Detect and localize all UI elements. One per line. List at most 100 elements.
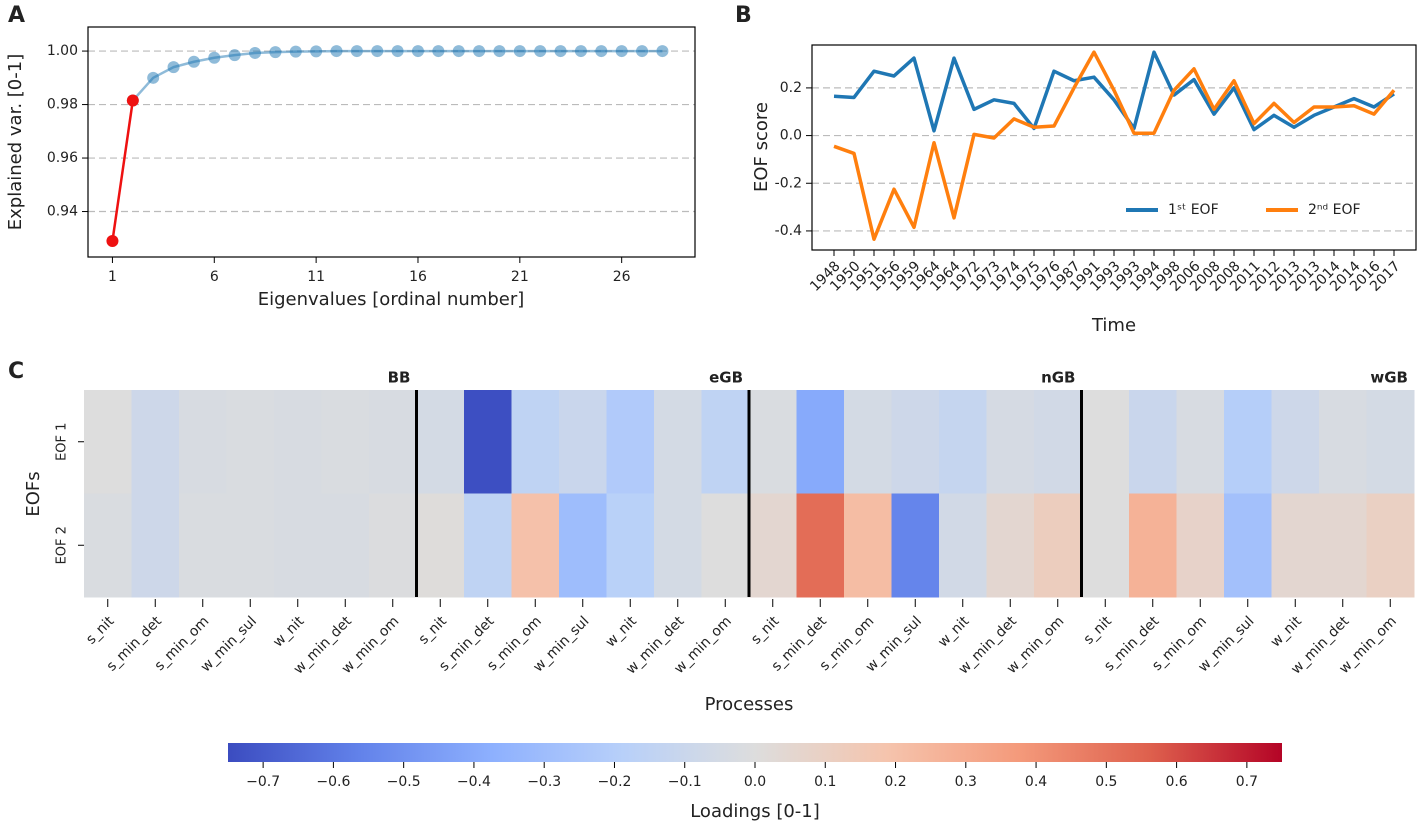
marker — [391, 45, 404, 58]
x-axis-label: Processes — [705, 694, 794, 715]
y-axis-label: EOFs — [23, 471, 44, 516]
heatmap-cell — [891, 390, 940, 494]
heatmap-cell — [1224, 493, 1272, 598]
colorbar-tick-label: −0.5 — [387, 774, 421, 790]
marker — [371, 45, 384, 58]
colorbar-tick-label: 0.2 — [884, 774, 906, 790]
x-tick-label: 16 — [409, 269, 427, 285]
heatmap-cell — [606, 493, 655, 598]
y-axis-label: Explained var. [0-1] — [5, 54, 26, 230]
marker — [411, 45, 424, 58]
series-line — [833, 50, 1396, 242]
y-tick-label: 0.0 — [780, 128, 802, 144]
x-axis-label: Eigenvalues [ordinal number] — [258, 289, 525, 310]
heatmap-cell — [986, 390, 1035, 494]
series-line — [111, 100, 135, 242]
group-label: nGB — [1041, 369, 1075, 387]
x-tick-label: s_nit — [748, 613, 783, 648]
heatmap-cell — [511, 390, 560, 494]
x-tick-label: w_nit — [935, 613, 973, 651]
heatmap-cell — [559, 493, 607, 598]
marker — [208, 51, 221, 64]
panel-label: A — [8, 3, 25, 28]
marker — [167, 61, 180, 74]
marker — [513, 45, 526, 58]
x-tick-label: 6 — [210, 269, 219, 285]
heatmap-cell — [939, 493, 987, 598]
marker — [473, 45, 486, 58]
marker — [574, 45, 587, 58]
colorbar-tick-label: −0.2 — [597, 774, 631, 790]
colorbar-tick-label: −0.6 — [316, 774, 350, 790]
marker — [432, 45, 445, 58]
x-tick-label: s_nit — [1081, 613, 1116, 648]
colorbar-tick-label: 0.3 — [955, 774, 977, 790]
heatmap-cell — [654, 390, 702, 494]
heatmap-cell — [369, 493, 417, 598]
marker — [106, 234, 119, 247]
heatmap-cell — [226, 390, 275, 494]
heatmap-cell — [1176, 493, 1225, 598]
legend-label: 1ˢᵗ EOF — [1168, 202, 1219, 218]
colorbar — [228, 743, 1282, 762]
heatmap-cell — [606, 390, 655, 494]
marker — [554, 45, 567, 58]
marker — [636, 45, 649, 58]
heatmap-cell — [84, 493, 132, 598]
heatmap-cell — [369, 390, 417, 494]
y-axis-label: EOF score — [751, 102, 772, 192]
heatmap-cell — [226, 493, 275, 598]
heatmap-cell — [749, 390, 797, 494]
heatmap-cell — [844, 390, 892, 494]
y-tick-label: 0.94 — [47, 204, 78, 220]
heatmap-cell — [891, 493, 940, 598]
heatmap-cell — [1366, 493, 1415, 598]
colorbar-tick-label: −0.3 — [527, 774, 561, 790]
y-tick-label: EOF 1 — [55, 423, 70, 461]
marker — [595, 45, 608, 58]
heatmap-cell — [1034, 493, 1082, 598]
colorbar-tick-label: 0.1 — [814, 774, 836, 790]
marker — [249, 46, 262, 59]
panel-label: B — [735, 3, 752, 28]
marker — [330, 45, 343, 58]
x-tick-label: s_nit — [416, 613, 451, 648]
y-tick-label: EOF 2 — [55, 526, 70, 564]
heatmap-cell — [796, 390, 845, 494]
heatmap-cell — [1034, 390, 1082, 494]
colorbar-tick-label: −0.1 — [668, 774, 702, 790]
heatmap-cell — [701, 390, 750, 494]
colorbar-tick-label: −0.7 — [246, 774, 280, 790]
heatmap-cell — [511, 493, 560, 598]
heatmap-cell — [844, 493, 892, 598]
colorbar-tick-label: 0.0 — [744, 774, 766, 790]
x-tick-label: 21 — [511, 269, 529, 285]
y-tick-label: 0.2 — [780, 80, 802, 96]
x-axis-label: Time — [1091, 315, 1136, 336]
marker — [147, 71, 160, 84]
heatmap-cell — [464, 493, 512, 598]
heatmap-cell — [1366, 390, 1415, 494]
heatmap-cell — [1129, 493, 1177, 598]
x-tick-label: w_nit — [1268, 613, 1306, 651]
heatmap-cell — [796, 493, 845, 598]
marker — [269, 46, 282, 59]
heatmap-cell — [84, 390, 132, 494]
marker — [493, 45, 506, 58]
x-tick-label: w_nit — [603, 613, 641, 651]
heatmap-cell — [1081, 493, 1130, 598]
heatmap-cell — [1081, 390, 1130, 494]
heatmap-cell — [559, 390, 607, 494]
x-tick-label: 11 — [307, 269, 325, 285]
colorbar-label: Loadings [0-1] — [690, 801, 820, 822]
heatmap-cell — [416, 390, 465, 494]
marker — [310, 45, 323, 58]
marker — [126, 94, 139, 107]
heatmap-cell — [416, 493, 465, 598]
legend: 1ˢᵗ EOF 2ⁿᵈ EOF — [1126, 202, 1361, 218]
heatmap-cell — [986, 493, 1035, 598]
colorbar-tick-label: 0.4 — [1025, 774, 1047, 790]
heatmap-cell — [131, 493, 180, 598]
x-tick-label: 1 — [108, 269, 117, 285]
